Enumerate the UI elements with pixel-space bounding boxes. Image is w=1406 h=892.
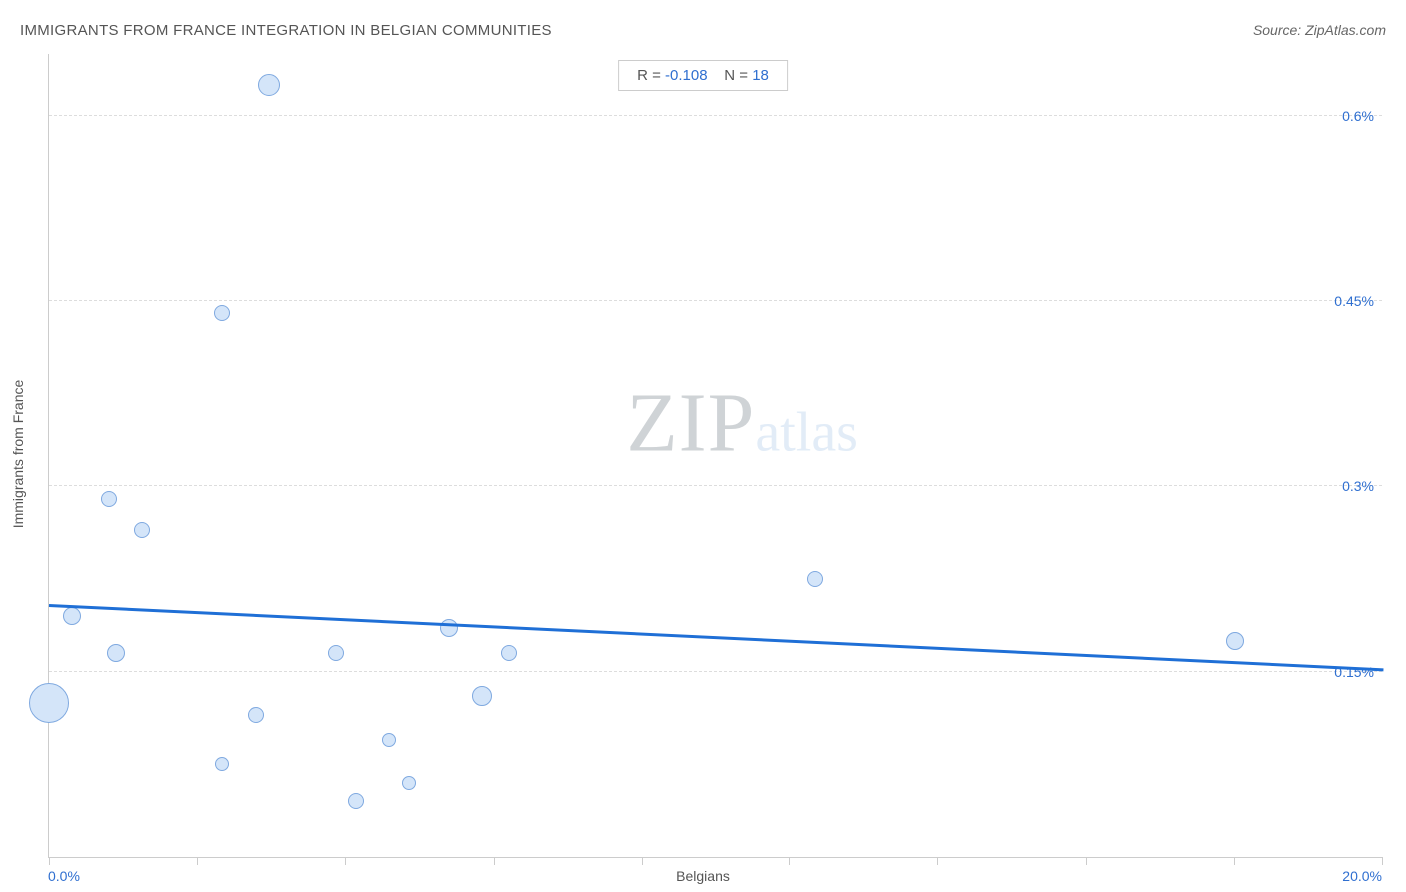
y-tick-label: 0.3% [1342, 478, 1374, 494]
scatter-point [215, 757, 229, 771]
trend-line [49, 604, 1383, 671]
x-axis-label: Belgians [676, 868, 730, 884]
watermark-small: atlas [755, 402, 858, 464]
watermark: ZIPatlas [626, 375, 858, 472]
scatter-point [328, 645, 344, 661]
gridline [49, 485, 1382, 486]
x-tick [197, 857, 198, 865]
x-tick [937, 857, 938, 865]
x-max-label: 20.0% [1342, 868, 1382, 884]
gridline [49, 115, 1382, 116]
r-value: -0.108 [665, 67, 708, 84]
header: IMMIGRANTS FROM FRANCE INTEGRATION IN BE… [0, 0, 1406, 48]
x-min-label: 0.0% [48, 868, 80, 884]
x-tick [789, 857, 790, 865]
y-axis-label: Immigrants from France [10, 380, 26, 529]
n-label: N = [724, 67, 752, 84]
y-tick-label: 0.45% [1334, 293, 1374, 309]
x-tick [49, 857, 50, 865]
x-tick [494, 857, 495, 865]
x-tick [1234, 857, 1235, 865]
x-tick [1382, 857, 1383, 865]
scatter-point [807, 571, 823, 587]
scatter-point [101, 491, 117, 507]
chart-container: IMMIGRANTS FROM FRANCE INTEGRATION IN BE… [0, 0, 1406, 892]
plot-area: ZIPatlas 0.15%0.3%0.45%0.6% [48, 54, 1382, 858]
gridline [49, 671, 1382, 672]
scatter-point [402, 776, 416, 790]
scatter-point [501, 645, 517, 661]
scatter-point [248, 707, 264, 723]
scatter-point [1226, 632, 1244, 650]
gridline [49, 300, 1382, 301]
scatter-point [63, 607, 81, 625]
y-tick-label: 0.6% [1342, 108, 1374, 124]
chart-title: IMMIGRANTS FROM FRANCE INTEGRATION IN BE… [20, 22, 552, 39]
x-tick [642, 857, 643, 865]
scatter-point [107, 644, 125, 662]
scatter-point [348, 793, 364, 809]
x-tick [1086, 857, 1087, 865]
r-label: R = [637, 67, 665, 84]
n-value: 18 [752, 67, 769, 84]
scatter-point [472, 686, 492, 706]
scatter-point [258, 74, 280, 96]
source-attribution: Source: ZipAtlas.com [1253, 22, 1386, 38]
scatter-point [29, 683, 69, 723]
watermark-big: ZIP [626, 377, 755, 470]
scatter-point [134, 522, 150, 538]
scatter-point [382, 733, 396, 747]
scatter-point [214, 305, 230, 321]
stats-box: R = -0.108 N = 18 [618, 60, 788, 91]
x-tick [345, 857, 346, 865]
